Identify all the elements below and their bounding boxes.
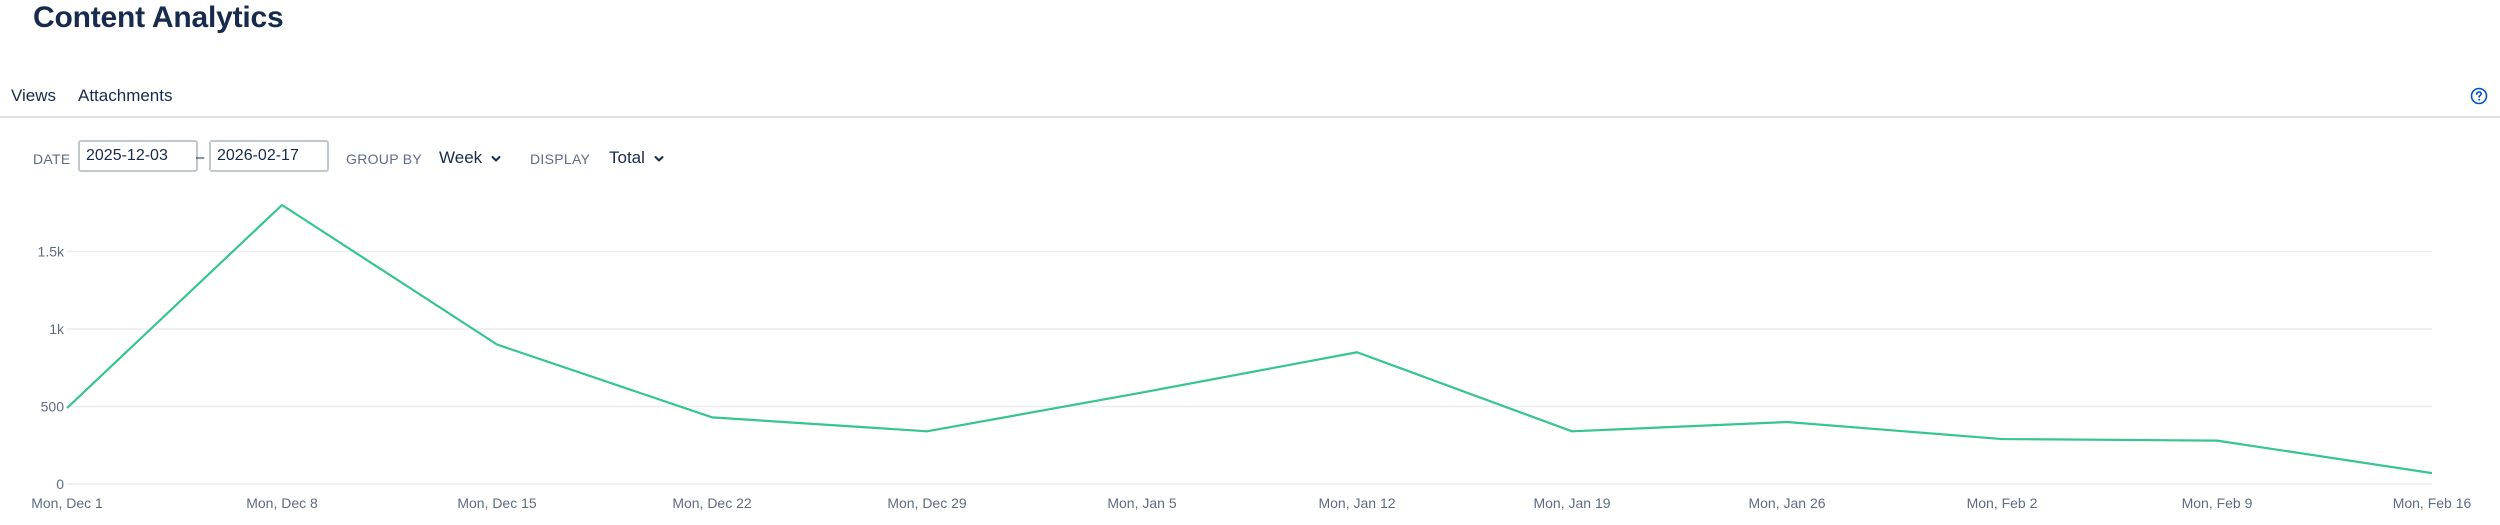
x-tick-label: Mon, Jan 12 xyxy=(1318,495,1395,511)
data-point[interactable] xyxy=(494,342,500,348)
data-point[interactable] xyxy=(1999,436,2005,442)
group-by-select[interactable]: Week xyxy=(439,146,502,170)
data-point[interactable] xyxy=(1354,349,1360,355)
tab-attachments[interactable]: Attachments xyxy=(78,86,173,105)
x-tick-label: Mon, Feb 16 xyxy=(2393,495,2472,511)
x-tick-label: Mon, Dec 29 xyxy=(887,495,967,511)
display-select[interactable]: Total xyxy=(609,146,665,170)
x-tick-label: Mon, Jan 19 xyxy=(1533,495,1610,511)
x-tick-label: Mon, Dec 15 xyxy=(457,495,537,511)
x-tick-label: Mon, Dec 1 xyxy=(31,495,103,511)
date-label: DATE xyxy=(33,151,71,167)
x-tick-label: Mon, Feb 9 xyxy=(2182,495,2253,511)
x-tick-label: Mon, Jan 5 xyxy=(1107,495,1176,511)
data-point[interactable] xyxy=(709,414,715,420)
y-tick-label: 0 xyxy=(56,476,64,492)
display-label: DISPLAY xyxy=(530,151,591,167)
data-point[interactable] xyxy=(2429,470,2435,476)
data-point[interactable] xyxy=(1139,390,1145,396)
help-icon[interactable] xyxy=(2470,87,2488,105)
filter-bar: DATE – GROUP BY Week DISPLAY Total xyxy=(0,138,900,178)
views-line-chart: 0 500 1k 1.5k Mon, Dec 1 Mon, Dec 8 Mon, Dec 1… xyxy=(31,202,2472,511)
data-point[interactable] xyxy=(279,202,285,208)
page-title: Content Analytics xyxy=(33,1,284,34)
data-point[interactable] xyxy=(1784,419,1790,425)
tab-views[interactable]: Views xyxy=(11,86,57,105)
x-tick-label: Mon, Dec 8 xyxy=(246,495,318,511)
data-point[interactable] xyxy=(1569,428,1575,434)
data-point[interactable] xyxy=(2214,438,2220,444)
series-line xyxy=(66,203,2433,475)
data-point[interactable] xyxy=(924,428,930,434)
chevron-down-icon xyxy=(654,155,664,162)
x-tick-label: Mon, Feb 2 xyxy=(1967,495,2038,511)
date-end-input[interactable] xyxy=(209,140,329,172)
y-tick-label: 1.5k xyxy=(38,244,65,260)
group-by-label: GROUP BY xyxy=(346,151,423,167)
y-tick-label: 500 xyxy=(41,399,65,415)
data-point[interactable] xyxy=(64,405,70,411)
display-value: Total xyxy=(609,148,645,167)
x-tick-label: Mon, Dec 22 xyxy=(672,495,752,511)
date-start-input[interactable] xyxy=(78,140,198,172)
y-tick-label: 1k xyxy=(49,321,65,337)
x-tick-label: Mon, Jan 26 xyxy=(1748,495,1825,511)
tab-bar: Views Attachments xyxy=(0,82,2500,118)
group-by-value: Week xyxy=(439,148,483,167)
date-separator: – xyxy=(196,149,205,166)
chevron-down-icon xyxy=(491,155,501,162)
